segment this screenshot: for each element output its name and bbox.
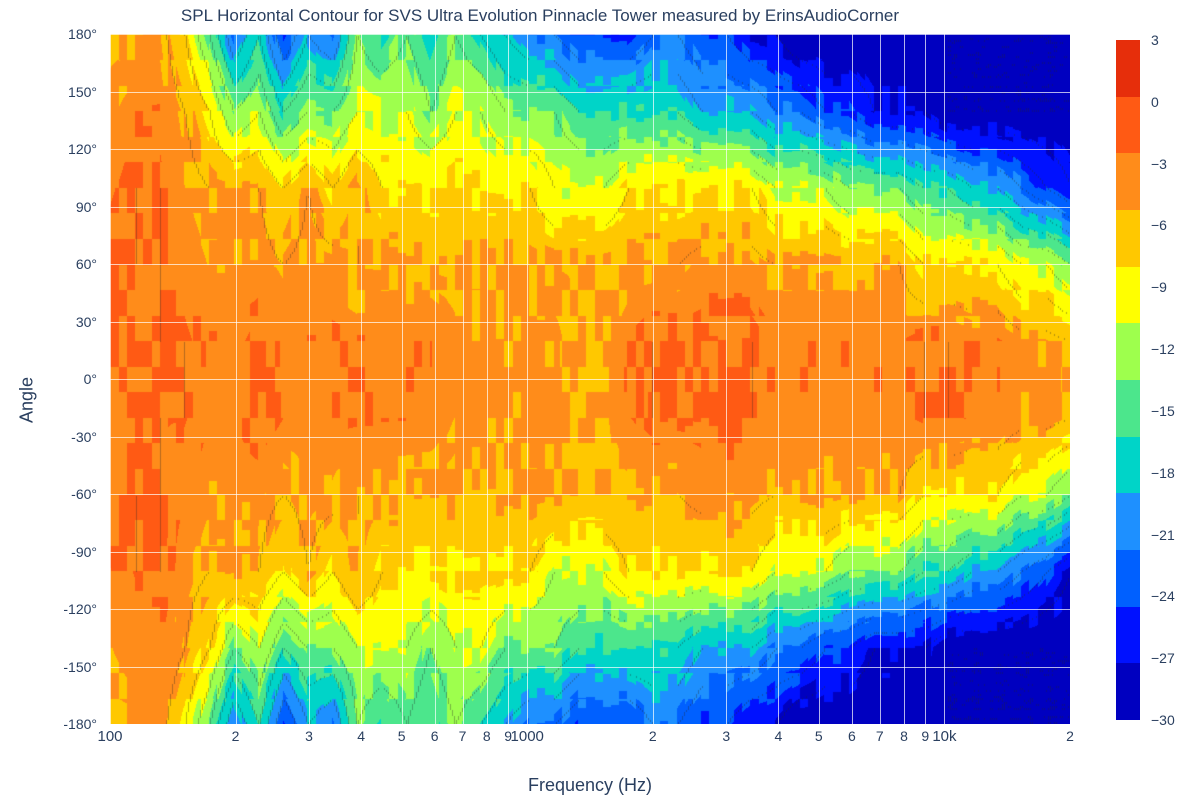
colorbar-tick-label: −24 xyxy=(1151,588,1175,604)
colorbar-tick-label: −27 xyxy=(1151,650,1175,666)
x-tick-label: 10k xyxy=(932,728,956,745)
x-tick-label: 4 xyxy=(774,728,782,744)
x-tick-label: 6 xyxy=(431,728,439,744)
x-tick-label: 5 xyxy=(815,728,823,744)
colorbar-tick-label: −6 xyxy=(1151,217,1167,233)
colorbar-segment xyxy=(1116,40,1140,97)
y-tick-label: -120° xyxy=(2,601,97,617)
colorbar-segment xyxy=(1116,663,1140,720)
colorbar-segment xyxy=(1116,323,1140,380)
colorbar-segment xyxy=(1116,97,1140,154)
x-tick-label: 3 xyxy=(305,728,313,744)
colorbar-segment xyxy=(1116,267,1140,324)
colorbar-segment xyxy=(1116,210,1140,267)
x-axis-ticks: 100100010k23456789234567892 xyxy=(110,726,1070,756)
x-tick-label: 2 xyxy=(1066,728,1074,744)
colorbar-segment xyxy=(1116,550,1140,607)
chart-container: SPL Horizontal Contour for SVS Ultra Evo… xyxy=(0,0,1200,800)
y-tick-label: -60° xyxy=(2,486,97,502)
x-tick-label: 4 xyxy=(357,728,365,744)
y-tick-label: 180° xyxy=(2,26,97,42)
y-tick-label: -150° xyxy=(2,659,97,675)
contour-canvas xyxy=(110,34,1070,724)
colorbar-ticks: −30−27−24−21−18−15−12−9−6−303 xyxy=(1145,40,1200,720)
colorbar-tick-label: 0 xyxy=(1151,94,1159,110)
x-tick-label: 3 xyxy=(722,728,730,744)
colorbar-tick-label: −30 xyxy=(1151,712,1175,728)
x-tick-label: 8 xyxy=(900,728,908,744)
x-tick-label: 7 xyxy=(876,728,884,744)
x-axis-label: Frequency (Hz) xyxy=(110,775,1070,796)
y-tick-label: 120° xyxy=(2,141,97,157)
x-tick-label: 7 xyxy=(459,728,467,744)
colorbar xyxy=(1116,40,1140,720)
x-tick-label: 100 xyxy=(97,728,122,745)
y-tick-label: 150° xyxy=(2,84,97,100)
colorbar-segment xyxy=(1116,380,1140,437)
x-tick-label: 9 xyxy=(921,728,929,744)
colorbar-tick-label: −21 xyxy=(1151,527,1175,543)
colorbar-tick-label: 3 xyxy=(1151,32,1159,48)
colorbar-segment xyxy=(1116,493,1140,550)
y-tick-label: 30° xyxy=(2,314,97,330)
x-tick-label: 1000 xyxy=(511,728,544,745)
x-tick-label: 8 xyxy=(483,728,491,744)
colorbar-segment xyxy=(1116,607,1140,664)
colorbar-tick-label: −15 xyxy=(1151,403,1175,419)
x-tick-label: 5 xyxy=(398,728,406,744)
plot-area xyxy=(110,34,1070,724)
x-tick-label: 2 xyxy=(232,728,240,744)
x-tick-label: 2 xyxy=(649,728,657,744)
colorbar-segment xyxy=(1116,153,1140,210)
y-tick-label: -180° xyxy=(2,716,97,732)
x-tick-label: 6 xyxy=(848,728,856,744)
y-tick-label: 60° xyxy=(2,256,97,272)
y-tick-label: -30° xyxy=(2,429,97,445)
colorbar-segment xyxy=(1116,437,1140,494)
chart-title: SPL Horizontal Contour for SVS Ultra Evo… xyxy=(0,6,1080,26)
y-axis-ticks: -180°-150°-120°-90°-60°-30°0°30°60°90°12… xyxy=(0,34,105,724)
y-tick-label: 0° xyxy=(2,371,97,387)
y-tick-label: -90° xyxy=(2,544,97,560)
y-tick-label: 90° xyxy=(2,199,97,215)
x-tick-label: 9 xyxy=(504,728,512,744)
colorbar-tick-label: −18 xyxy=(1151,465,1175,481)
colorbar-tick-label: −3 xyxy=(1151,156,1167,172)
colorbar-tick-label: −9 xyxy=(1151,279,1167,295)
colorbar-tick-label: −12 xyxy=(1151,341,1175,357)
